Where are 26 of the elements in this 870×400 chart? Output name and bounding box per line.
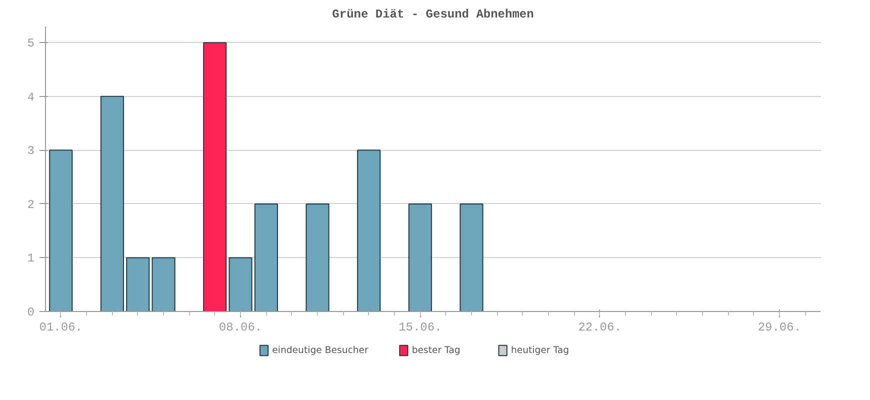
x-tick-label: 01.06. [39, 320, 83, 334]
bar [460, 203, 484, 312]
legend-label: bester Tag [412, 345, 460, 356]
bar [49, 150, 73, 312]
y-tick-label: 4 [27, 90, 34, 104]
y-tick-label: 0 [27, 306, 34, 320]
bar [254, 203, 278, 312]
x-tick-label: 15.06. [398, 320, 442, 334]
bar [126, 257, 150, 312]
legend-label: eindeutige Besucher [272, 345, 369, 356]
bar [203, 42, 227, 312]
bar [100, 96, 124, 312]
chart-title: Grüne Diät - Gesund Abnehmen [332, 8, 534, 22]
y-tick-label: 1 [27, 252, 34, 266]
bar [152, 257, 176, 312]
bar [228, 257, 252, 312]
bar [306, 203, 330, 312]
y-tick-label: 5 [27, 36, 34, 51]
bar [357, 150, 381, 312]
y-tick-label: 2 [27, 198, 34, 212]
legend-label: heutiger Tag [510, 345, 570, 356]
bar [408, 203, 432, 312]
y-tick-label: 3 [27, 144, 34, 158]
x-tick-label: 08.06. [218, 320, 262, 334]
x-tick-label: 29.06. [758, 320, 802, 334]
x-tick-label: 22.06. [578, 320, 622, 334]
